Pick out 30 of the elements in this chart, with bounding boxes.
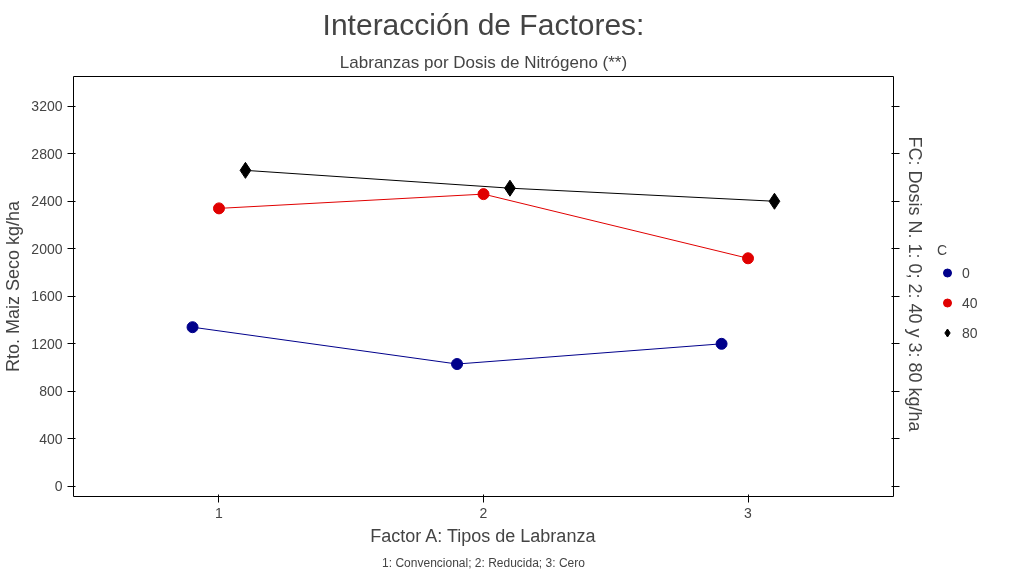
y-tick-label: 1200	[31, 335, 63, 352]
point	[212, 202, 225, 215]
text: 1: Convencional; 2: Reducida; 3: Cero	[382, 555, 586, 570]
y-tick-label: 2000	[31, 240, 63, 257]
chart-subtitle: Labranzas por Dosis de Nitrógeno (**)	[339, 52, 628, 72]
point	[742, 252, 755, 265]
point	[715, 337, 728, 350]
point	[239, 161, 252, 179]
x-tick-label: 3	[744, 504, 753, 521]
y-axis-title: Rto. Maiz Seco kg/ha	[3, 199, 24, 373]
y-tick-label: 2800	[31, 145, 63, 162]
legend-label: 40	[962, 294, 979, 311]
y-tick-label: 0	[54, 478, 63, 495]
legend-label: 0	[962, 264, 971, 281]
legend-title: C	[937, 241, 949, 258]
x-axis-title: Factor A: Tipos de Labranza	[370, 525, 597, 546]
y-tick-label: 400	[39, 430, 63, 447]
point	[186, 321, 199, 334]
legend-label: 80	[962, 324, 979, 341]
y-tick-label: 3200	[31, 98, 63, 115]
x-tick-label: 2	[479, 504, 488, 521]
chart-title: Interacción de Factores:	[322, 7, 645, 41]
x-tick-label: 1	[215, 504, 224, 521]
point	[477, 188, 490, 201]
point	[768, 192, 781, 210]
point	[451, 358, 464, 371]
y-tick-label: 800	[39, 383, 63, 400]
y-tick-label: 2400	[31, 193, 63, 210]
y2-axis-title: FC: Dosis N. 1: 0; 2: 40 y 3: 80 kg/ha	[904, 136, 925, 433]
y-tick-label: 1600	[31, 288, 63, 305]
